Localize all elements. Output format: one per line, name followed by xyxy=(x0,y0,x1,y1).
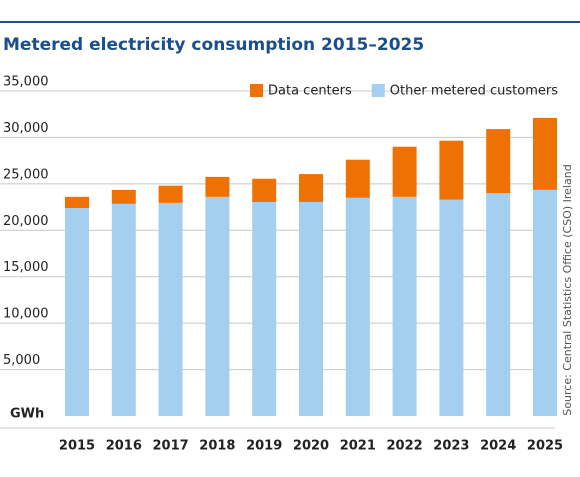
bar-segment xyxy=(533,117,557,190)
x-tick-label: 2023 xyxy=(433,439,469,454)
x-tick-label: 2020 xyxy=(293,439,329,454)
bar-segment xyxy=(299,201,323,416)
bar-segment xyxy=(111,203,136,416)
bar-segment xyxy=(533,189,557,416)
y-axis-label: GWh xyxy=(10,407,44,422)
bar-segment xyxy=(345,159,370,198)
y-tick-label: 15,000 xyxy=(3,260,49,275)
bar-segment xyxy=(205,176,230,197)
bar-segment xyxy=(65,196,89,208)
legend-label: Data centers xyxy=(268,84,352,99)
bar-segment xyxy=(345,197,370,416)
legend-swatch xyxy=(250,84,263,97)
bar-segment xyxy=(205,196,230,416)
x-tick-label: 2017 xyxy=(153,439,189,454)
bar-segment xyxy=(392,146,417,197)
y-tick-label: 30,000 xyxy=(3,121,49,136)
y-tick-label: 35,000 xyxy=(3,75,49,90)
x-tick-label: 2016 xyxy=(106,439,142,454)
legend-swatch xyxy=(371,84,385,97)
x-tick-label: 2024 xyxy=(480,439,516,454)
bar-segment xyxy=(486,193,511,416)
y-tick-label: 10,000 xyxy=(3,307,49,322)
bar-segment xyxy=(252,201,277,416)
legend-label: Other metered customers xyxy=(390,84,558,99)
y-tick-label: 20,000 xyxy=(3,214,49,229)
bar-segment xyxy=(252,178,277,202)
x-tick-label: 2022 xyxy=(387,439,423,454)
bar-segment xyxy=(439,140,464,200)
x-tick-label: 2018 xyxy=(199,439,235,454)
bar-segment xyxy=(392,196,417,416)
y-tick-label: 5,000 xyxy=(3,353,40,368)
y-tick-label: 25,000 xyxy=(3,167,49,182)
bar-segment xyxy=(158,202,183,416)
chart-title: Metered electricity consumption 2015–202… xyxy=(3,35,424,55)
bar-segment xyxy=(111,189,136,204)
x-tick-label: 2021 xyxy=(340,439,376,454)
bar-segment xyxy=(299,174,323,202)
x-tick-label: 2025 xyxy=(527,439,563,454)
source: Source: Central Statistics Office (CSO) … xyxy=(561,164,574,415)
bar-segment xyxy=(439,199,464,416)
bar-segment xyxy=(65,208,89,416)
bar-segment xyxy=(486,129,511,194)
bar-segment xyxy=(158,185,183,203)
x-tick-label: 2019 xyxy=(246,439,282,454)
x-tick-label: 2015 xyxy=(59,439,95,454)
